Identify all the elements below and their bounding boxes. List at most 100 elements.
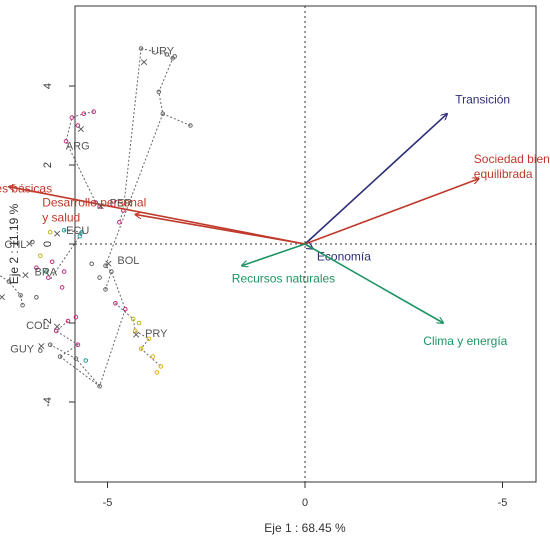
data-point xyxy=(170,56,175,61)
vector-label-desarrollo-personal-y-salud: Desarrollo personal y salud xyxy=(42,195,146,224)
data-point xyxy=(61,227,67,233)
x-tick-label: -5 xyxy=(103,497,113,509)
vector-arrow-clima-y-energia xyxy=(304,243,443,323)
data-point xyxy=(20,302,25,308)
data-point xyxy=(146,336,152,342)
y-tick-label: 4 xyxy=(42,83,54,89)
trajectory-line xyxy=(65,111,97,203)
data-point xyxy=(57,354,63,359)
data-point xyxy=(150,354,156,359)
data-point xyxy=(164,52,170,57)
country-centroid-marker: × xyxy=(21,269,30,282)
data-point xyxy=(65,318,71,324)
y-axis-title: Eje 2 : 11.19 % xyxy=(7,203,21,284)
y-tick-label: 0 xyxy=(42,241,54,247)
y-axis: 4 2 0 -2 -4 xyxy=(42,83,75,407)
country-centroid-marker: × xyxy=(52,227,61,240)
data-point xyxy=(46,275,51,280)
data-point xyxy=(34,295,39,300)
vector-label-sociedad-bien-equilibrada: Sociedad bien equilibrada xyxy=(474,152,550,181)
data-point xyxy=(75,123,81,128)
data-point xyxy=(44,269,49,274)
vector-label-clima-y-energia: Clima y energía xyxy=(423,334,507,348)
vector-arrow-transicion xyxy=(304,114,447,245)
country-centroid-marker: × xyxy=(104,257,113,270)
country-label-arg: ARG xyxy=(66,140,90,152)
data-point xyxy=(61,269,67,274)
data-point xyxy=(130,316,136,322)
country-centroid-marker: × xyxy=(131,328,140,341)
country-label-col: COL xyxy=(26,320,49,332)
country-label-chl: CHL xyxy=(4,239,26,251)
country-label-ecu: ECU xyxy=(66,225,89,237)
vector-arrow-sociedad-bien-equilibrada xyxy=(304,179,479,245)
trajectory-layer xyxy=(0,48,191,388)
data-point xyxy=(59,285,65,290)
data-point xyxy=(73,356,79,361)
vector-label-economia: Economía xyxy=(317,250,371,264)
country-label-pry: PRY xyxy=(145,328,168,340)
y-tick-label: -2 xyxy=(42,318,54,328)
country-centroid-marker: × xyxy=(96,200,105,213)
data-point xyxy=(91,109,96,114)
data-point xyxy=(69,115,75,120)
data-point xyxy=(138,346,144,352)
country-label-bol: BOL xyxy=(117,255,139,267)
data-point xyxy=(79,229,85,235)
vector-label-recursos-naturales: Recursos naturales xyxy=(232,272,335,286)
data-point xyxy=(109,269,114,274)
data-point xyxy=(138,46,144,51)
data-point xyxy=(188,123,193,128)
x-axis: -10-50-510 xyxy=(103,482,507,509)
country-centroid-marker: × xyxy=(0,290,6,303)
data-point xyxy=(47,342,53,348)
country-label-per: PER xyxy=(110,198,133,210)
y-tick-label: 2 xyxy=(42,162,54,168)
country-label-layer: ×URY×ARG×PER×ECU×BOL×CHL×BRA×VEN×COL×PRY… xyxy=(0,45,175,355)
data-point xyxy=(75,342,81,348)
data-point xyxy=(53,328,59,334)
trajectory-line xyxy=(55,320,79,358)
data-point xyxy=(49,259,55,265)
data-point xyxy=(38,348,43,353)
trajectory-line xyxy=(59,271,126,388)
data-point xyxy=(83,358,89,363)
data-point xyxy=(117,220,122,225)
point-layer xyxy=(6,46,193,389)
data-point xyxy=(97,275,102,280)
data-point xyxy=(38,253,43,259)
country-centroid-marker: × xyxy=(76,122,85,135)
country-label-bra: BRA xyxy=(35,267,58,279)
vector-arrow-desarrollo-personal-y-salud xyxy=(135,214,306,245)
data-point xyxy=(47,229,53,235)
data-point xyxy=(154,370,160,375)
x-tick-label: 0 xyxy=(302,497,308,509)
data-point xyxy=(156,89,162,95)
country-centroid-marker: × xyxy=(139,55,148,68)
country-label-ury: URY xyxy=(151,45,175,57)
data-point xyxy=(89,261,94,267)
data-point xyxy=(73,314,79,320)
trajectory-line xyxy=(115,302,162,367)
data-point xyxy=(158,364,164,369)
data-point xyxy=(97,383,102,389)
data-point xyxy=(30,239,35,245)
data-point xyxy=(132,328,138,334)
data-point xyxy=(103,263,108,269)
data-point xyxy=(63,139,69,144)
data-point xyxy=(77,233,83,239)
vector-label-transicion: Transición xyxy=(455,93,510,107)
data-point xyxy=(136,320,142,326)
x-axis-title: Eje 1 : 68.45 % xyxy=(264,521,346,535)
vector-label-necesidades-basicas: Necesidades básicas xyxy=(0,182,52,196)
data-point xyxy=(123,306,128,312)
trajectory-line xyxy=(49,344,100,387)
data-point xyxy=(113,301,118,306)
country-centroid-marker: × xyxy=(52,320,61,333)
data-point xyxy=(103,287,108,292)
data-point xyxy=(18,293,23,298)
country-centroid-marker: × xyxy=(37,340,46,353)
data-point xyxy=(160,111,166,116)
